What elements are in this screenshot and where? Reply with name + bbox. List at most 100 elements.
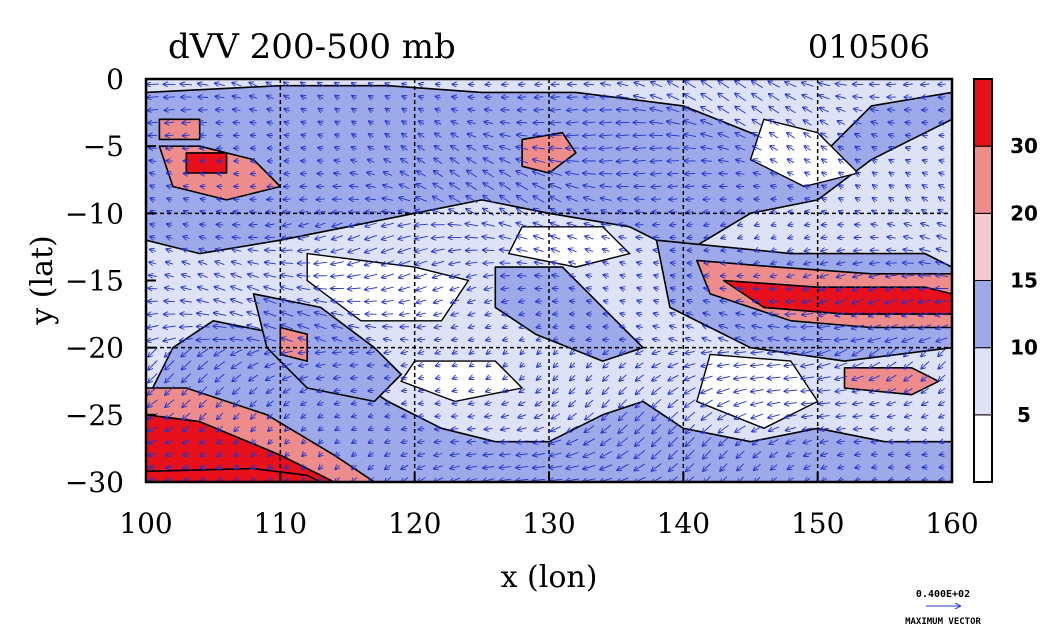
wind-vector-481	[402, 96, 407, 98]
wind-vector-392	[350, 186, 359, 187]
wind-vector-269	[282, 250, 293, 251]
wind-vector-786	[553, 314, 559, 315]
wind-vector-175	[231, 274, 243, 279]
wind-vector-226	[267, 109, 274, 111]
wind-vector-405	[350, 352, 359, 353]
wind-vector-209	[248, 299, 260, 304]
wind-vector-304	[298, 287, 311, 289]
wind-vector-122	[200, 412, 207, 419]
wind-vector-728	[519, 389, 526, 393]
wind-vector-409	[352, 403, 357, 404]
y-axis-label: y (lat)	[25, 235, 60, 325]
wind-vector-297	[300, 199, 308, 200]
wind-vector-53	[165, 347, 175, 357]
wind-vector-418	[369, 109, 373, 112]
wind-vector-678	[500, 159, 511, 164]
wind-vector-267	[283, 224, 292, 226]
wind-vector-60	[166, 440, 174, 443]
wind-vector-702	[500, 467, 512, 468]
wind-vector-0	[147, 84, 159, 85]
wind-vector-913	[621, 301, 626, 303]
wind-vector-723	[520, 326, 525, 328]
wind-vector-370	[332, 313, 344, 315]
wind-vector-947	[637, 326, 643, 327]
wind-vector-329	[317, 199, 325, 200]
wind-vector-472	[385, 390, 391, 391]
x-axis-label: x (lon)	[501, 560, 598, 595]
wind-vector-420	[369, 134, 374, 137]
wind-vector-882	[604, 314, 609, 315]
colorbar-swatch-0	[973, 414, 993, 483]
wind-vector-84	[180, 339, 193, 341]
wind-vector-34	[165, 109, 175, 110]
wind-vector-427	[365, 222, 377, 227]
wind-vector-664	[486, 390, 492, 392]
wind-vector-21	[148, 347, 158, 357]
wind-vector-290	[301, 109, 306, 112]
wind-vector-465	[382, 300, 394, 302]
wind-vector-183	[232, 374, 242, 382]
wind-vector-207	[248, 274, 260, 277]
wind-vector-694	[503, 364, 507, 367]
wind-vector-436	[367, 339, 376, 341]
wind-vector-93	[183, 453, 190, 456]
wind-vector-36	[166, 135, 174, 136]
x-tick-label-140: 140	[657, 507, 710, 540]
wind-vector-354	[335, 109, 339, 112]
wind-vector-188	[234, 440, 239, 444]
wind-vector-358	[334, 160, 341, 162]
wind-vector-424	[367, 186, 376, 188]
wind-vector-113	[197, 300, 209, 303]
wind-vector-266	[283, 212, 292, 213]
wind-vector-589	[449, 250, 462, 252]
wind-vector-632	[469, 390, 475, 392]
wind-vector-437	[367, 352, 376, 353]
wind-vector-828	[567, 438, 579, 444]
wind-vector-847	[586, 275, 593, 277]
wind-vector-596	[452, 339, 459, 340]
wind-vector-107	[200, 224, 207, 225]
wind-vector-943	[637, 275, 642, 277]
wind-vector-108	[200, 237, 207, 239]
wind-vector-314	[301, 414, 306, 418]
wind-vector-400	[348, 288, 361, 289]
wind-vector-968	[651, 186, 662, 187]
wind-vector-3	[148, 122, 158, 123]
x-tick-label-160: 160	[925, 507, 978, 540]
max-vector-caption: MAXIMUM VECTOR	[905, 617, 981, 627]
wind-vector-233	[267, 199, 274, 200]
wind-vector-348	[319, 440, 323, 443]
wind-vector-30	[149, 467, 157, 468]
wind-vector-126	[200, 466, 206, 468]
wind-vector-822	[570, 363, 575, 368]
wind-vector-614	[467, 158, 477, 165]
wind-vector-145	[214, 300, 226, 304]
wind-vector-272	[281, 287, 294, 290]
wind-vector-308	[299, 338, 310, 342]
wind-vector-915	[620, 327, 626, 328]
wind-vector-41	[167, 198, 172, 200]
wind-vector-139	[217, 224, 224, 225]
wind-vector-931	[633, 122, 647, 123]
wind-vector-545	[436, 96, 441, 97]
wind-vector-860	[584, 438, 595, 445]
wind-vector-925	[617, 450, 629, 458]
wind-vector-935	[634, 173, 646, 174]
wind-vector-887	[603, 374, 610, 381]
wind-vector-781	[551, 249, 561, 252]
wind-vector-637	[467, 454, 477, 455]
contour-region-11	[158, 118, 201, 141]
wind-vector-280	[284, 389, 291, 393]
wind-vector-307	[298, 325, 310, 330]
wind-vector-907	[619, 224, 628, 225]
wind-vector-663	[486, 377, 491, 380]
wind-vector-198	[251, 161, 257, 162]
wind-vector-83	[180, 327, 193, 328]
wind-vector-642	[485, 110, 493, 111]
wind-vector-35	[165, 122, 175, 123]
wind-vector-971	[653, 224, 661, 225]
wind-vector-957	[635, 450, 646, 459]
wind-vector-583	[450, 171, 460, 178]
wind-vector-133	[217, 148, 223, 149]
wind-vector-1	[147, 97, 159, 98]
